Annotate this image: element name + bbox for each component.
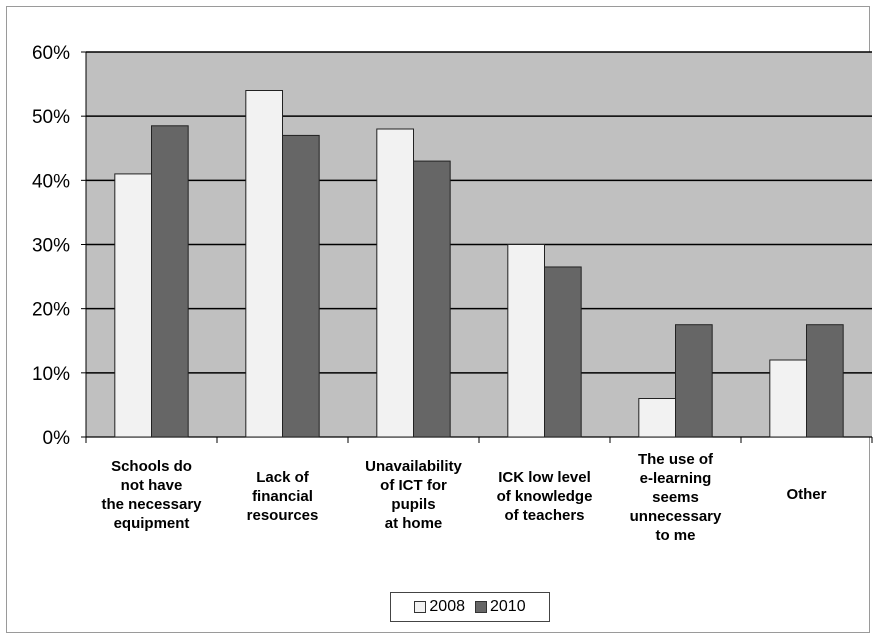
x-category-label: Unavailability of ICT for pupils at home (365, 458, 462, 532)
bar-2008-0 (114, 173, 152, 438)
x-category-label: ICK low level of knowledge of teachers (496, 469, 593, 524)
bar-2010-5 (806, 324, 844, 438)
bar-2010-4 (675, 324, 713, 438)
x-category-label: Lack of financial resources (246, 469, 319, 524)
x-category-label: Other (786, 486, 827, 503)
bar-2010-1 (282, 134, 320, 438)
x-category-label: The use of e-learning seems unnecessary … (629, 451, 722, 544)
legend-swatch-2008 (414, 601, 427, 613)
bar-2010-0 (151, 125, 189, 438)
y-tick-label: 30% (32, 236, 70, 257)
y-tick-label: 20% (32, 300, 70, 321)
bar-2008-5 (769, 359, 808, 438)
legend: 2008 2010 (390, 592, 550, 622)
y-tick-label: 60% (32, 43, 70, 64)
legend-item-2008: 2008 (414, 598, 465, 616)
y-tick-label: 0% (43, 428, 71, 449)
legend-item-2010: 2010 (475, 598, 526, 616)
bar-2008-1 (245, 90, 284, 438)
y-tick-label: 10% (32, 364, 70, 385)
y-tick-label: 50% (32, 107, 70, 128)
bar-2010-3 (544, 266, 582, 438)
legend-label-2010: 2010 (490, 598, 526, 615)
bar-2008-3 (507, 244, 546, 438)
y-tick-label: 40% (32, 171, 70, 192)
x-category-label: Schools do not have the necessary equipm… (101, 458, 202, 532)
bar-2008-4 (638, 398, 677, 438)
legend-swatch-2010 (475, 601, 487, 613)
bar-2010-2 (413, 160, 451, 438)
legend-label-2008: 2008 (429, 598, 465, 615)
bar-2008-2 (376, 128, 415, 438)
